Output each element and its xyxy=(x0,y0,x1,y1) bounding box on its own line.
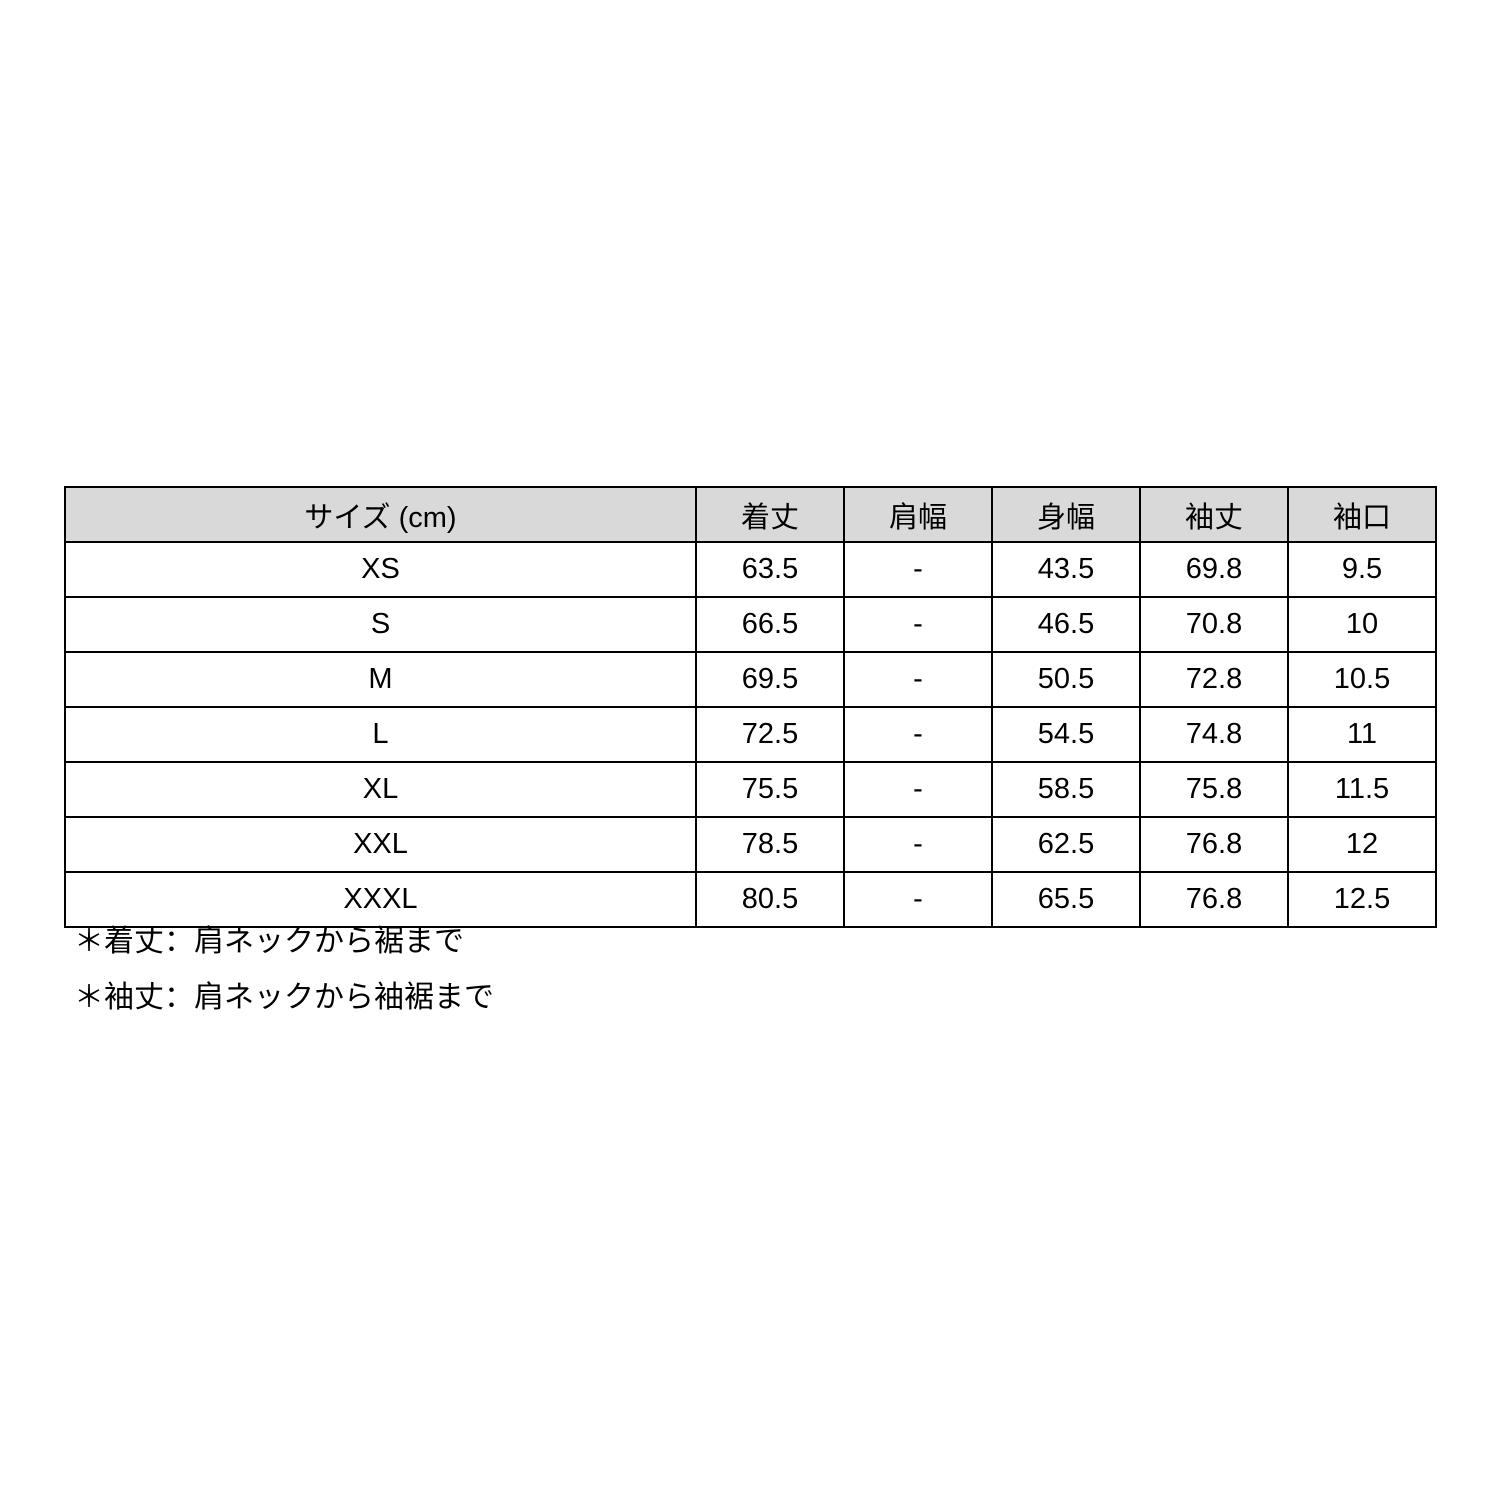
size-label: XL xyxy=(64,761,697,818)
value-cell: - xyxy=(843,706,993,763)
value-cell: 11.5 xyxy=(1287,761,1437,818)
value-cell: 80.5 xyxy=(695,871,845,928)
table-row-xl: XL 75.5 - 58.5 75.8 11.5 xyxy=(64,761,1437,818)
value-cell: 10.5 xyxy=(1287,651,1437,708)
value-cell: - xyxy=(843,871,993,928)
header-body-length: 着丈 xyxy=(695,486,845,543)
header-sleeve-length: 袖丈 xyxy=(1139,486,1289,543)
value-cell: 75.5 xyxy=(695,761,845,818)
header-cuff: 袖口 xyxy=(1287,486,1437,543)
value-cell: 12.5 xyxy=(1287,871,1437,928)
value-cell: - xyxy=(843,816,993,873)
value-cell: - xyxy=(843,596,993,653)
value-cell: 58.5 xyxy=(991,761,1141,818)
header-shoulder-width: 肩幅 xyxy=(843,486,993,543)
value-cell: 70.8 xyxy=(1139,596,1289,653)
value-cell: - xyxy=(843,541,993,598)
value-cell: 65.5 xyxy=(991,871,1141,928)
value-cell: 43.5 xyxy=(991,541,1141,598)
value-cell: 78.5 xyxy=(695,816,845,873)
header-size-cm: サイズ (cm) xyxy=(64,486,697,543)
size-label: M xyxy=(64,651,697,708)
footnote-body-length: ＊着丈：肩ネックから裾まで xyxy=(74,925,464,958)
value-cell: 9.5 xyxy=(1287,541,1437,598)
table-row-xxl: XXL 78.5 - 62.5 76.8 12 xyxy=(64,816,1437,873)
header-chest-width: 身幅 xyxy=(991,486,1141,543)
value-cell: 10 xyxy=(1287,596,1437,653)
table-row-s: S 66.5 - 46.5 70.8 10 xyxy=(64,596,1437,653)
size-label: XXXL xyxy=(64,871,697,928)
value-cell: - xyxy=(843,651,993,708)
value-cell: 69.5 xyxy=(695,651,845,708)
value-cell: 62.5 xyxy=(991,816,1141,873)
value-cell: 54.5 xyxy=(991,706,1141,763)
size-label: XXL xyxy=(64,816,697,873)
value-cell: 72.8 xyxy=(1139,651,1289,708)
value-cell: 72.5 xyxy=(695,706,845,763)
value-cell: 76.8 xyxy=(1139,816,1289,873)
value-cell: 50.5 xyxy=(991,651,1141,708)
table-row-xs: XS 63.5 - 43.5 69.8 9.5 xyxy=(64,541,1437,598)
value-cell: 66.5 xyxy=(695,596,845,653)
size-chart-table: サイズ (cm) 着丈 肩幅 身幅 袖丈 袖口 XS 63.5 - 43.5 6… xyxy=(64,486,1437,928)
table-row-xxxl: XXXL 80.5 - 65.5 76.8 12.5 xyxy=(64,871,1437,928)
value-cell: 74.8 xyxy=(1139,706,1289,763)
value-cell: - xyxy=(843,761,993,818)
value-cell: 75.8 xyxy=(1139,761,1289,818)
value-cell: 12 xyxy=(1287,816,1437,873)
table-header-row: サイズ (cm) 着丈 肩幅 身幅 袖丈 袖口 xyxy=(64,486,1437,543)
value-cell: 63.5 xyxy=(695,541,845,598)
size-label: XS xyxy=(64,541,697,598)
table-row-m: M 69.5 - 50.5 72.8 10.5 xyxy=(64,651,1437,708)
size-label: S xyxy=(64,596,697,653)
value-cell: 11 xyxy=(1287,706,1437,763)
value-cell: 76.8 xyxy=(1139,871,1289,928)
footnote-sleeve-length: ＊袖丈：肩ネックから袖裾まで xyxy=(74,981,494,1014)
value-cell: 69.8 xyxy=(1139,541,1289,598)
size-label: L xyxy=(64,706,697,763)
value-cell: 46.5 xyxy=(991,596,1141,653)
table-row-l: L 72.5 - 54.5 74.8 11 xyxy=(64,706,1437,763)
